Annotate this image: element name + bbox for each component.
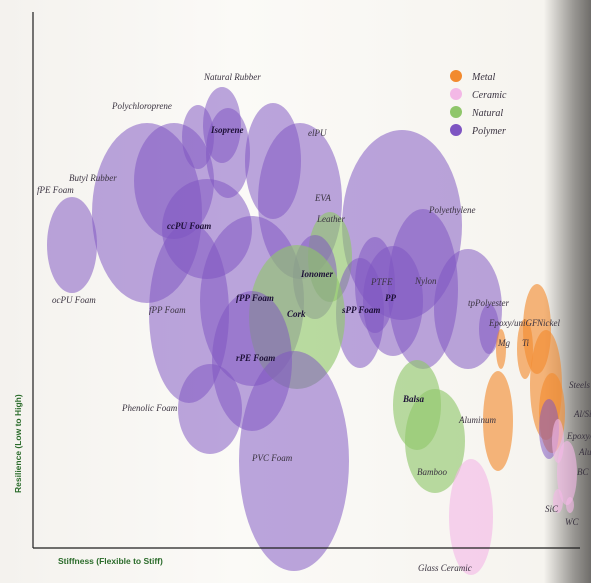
- label-isoprene-2: Isoprene: [210, 125, 244, 135]
- label-ocpu-foam-7: ocPU Foam: [52, 295, 96, 305]
- label-polyethylene-9: Polyethylene: [428, 205, 475, 215]
- label-fpe-foam-6: fPE Foam: [37, 185, 74, 195]
- bubble-isoprene-2: [206, 108, 250, 198]
- label-fpp-foam-17: fPP Foam: [149, 305, 186, 315]
- label-polychloroprene-0: Polychloroprene: [111, 101, 172, 111]
- legend-label-ceramic: Ceramic: [472, 90, 507, 101]
- label-natural-rubber-1: Natural Rubber: [203, 72, 261, 82]
- bubble-bc-34: [557, 441, 577, 505]
- legend-swatch-natural: [450, 106, 462, 118]
- label-nylon-13: Nylon: [414, 276, 437, 286]
- legend: Metal Ceramic Natural Polymer: [450, 70, 507, 137]
- bubble-bamboo-32: [405, 389, 465, 493]
- bubble-ti-23: [517, 319, 533, 379]
- label-epoxy-unic-30: Epoxy/uniC: [566, 431, 591, 441]
- bubble-mg-22: [496, 329, 506, 369]
- bubble-sic-35: [553, 489, 563, 513]
- legend-swatch-polymer: [450, 124, 462, 136]
- label-phenolic-foam-26: Phenolic Foam: [121, 403, 178, 413]
- legend-label-metal: Metal: [471, 72, 496, 83]
- label-nickel-21: Nickel: [536, 318, 560, 328]
- y-axis-title: Resilience (Low to High): [13, 394, 23, 493]
- label-tppolyester-19: tpPolyester: [468, 298, 509, 308]
- label-fpp-foam-14: fPP Foam: [236, 293, 274, 303]
- label-steels-25: Steels: [569, 380, 590, 390]
- label-aluminum-28: Aluminum: [458, 415, 496, 425]
- label-spp-foam-16: sPP Foam: [341, 305, 380, 315]
- bubble-epoxy-unigf-20: [479, 304, 499, 354]
- label-eva-5: EVA: [314, 193, 331, 203]
- label-ionomer-11: Ionomer: [300, 269, 334, 279]
- label-layer: Polychloroprene Natural Rubber Isoprene elP…: [37, 72, 591, 573]
- legend-label-polymer: Polymer: [471, 126, 506, 137]
- legend-swatch-metal: [450, 70, 462, 82]
- label-al-sic-29: Al/SiC: [573, 409, 591, 419]
- label-leather-10: Leather: [316, 214, 345, 224]
- label-sic-35: SiC: [545, 504, 559, 514]
- bubble-spp-foam-16: [336, 258, 384, 368]
- bubble-layer: [47, 87, 577, 575]
- bubble-wc-36: [566, 497, 574, 513]
- label-bc-34: BC: [577, 467, 589, 477]
- label-balsa-27: Balsa: [402, 394, 425, 404]
- bubble-phenolic-foam-26: [178, 364, 242, 454]
- bubble-pvc-foam-33: [239, 351, 349, 571]
- bubble-glass-ceramic-37: [449, 459, 493, 575]
- label-ti-23: Ti: [522, 338, 530, 348]
- label-glass-ceramic-37: Glass Ceramic: [418, 563, 472, 573]
- label-pp-15: PP: [385, 293, 396, 303]
- label-butyl-rubber-4: Butyl Rubber: [69, 173, 117, 183]
- label-alumina-31: Alumina: [578, 447, 591, 457]
- label-wc-36: WC: [565, 517, 579, 527]
- label-bamboo-32: Bamboo: [417, 467, 447, 477]
- label-rpe-foam-24: rPE Foam: [236, 353, 275, 363]
- bubble-aluminum-28: [483, 371, 513, 471]
- label-pvc-foam-33: PVC Foam: [251, 453, 293, 463]
- label-epoxy-unigf-20: Epoxy/uniGF: [488, 318, 538, 328]
- legend-swatch-ceramic: [450, 88, 462, 100]
- bubble-fpp-foam-17: [149, 223, 229, 403]
- label-ccpu-foam-8: ccPU Foam: [167, 221, 211, 231]
- label-mg-22: Mg: [497, 338, 510, 348]
- label-ptfe-12: PTFE: [370, 277, 393, 287]
- label-cork-18: Cork: [287, 309, 306, 319]
- label-elpu-3: elPU: [308, 128, 327, 138]
- legend-label-natural: Natural: [471, 108, 503, 119]
- x-axis-title: Stiffness (Flexible to Stiff): [58, 556, 163, 566]
- bubble-ocpu-foam-7: [47, 197, 97, 293]
